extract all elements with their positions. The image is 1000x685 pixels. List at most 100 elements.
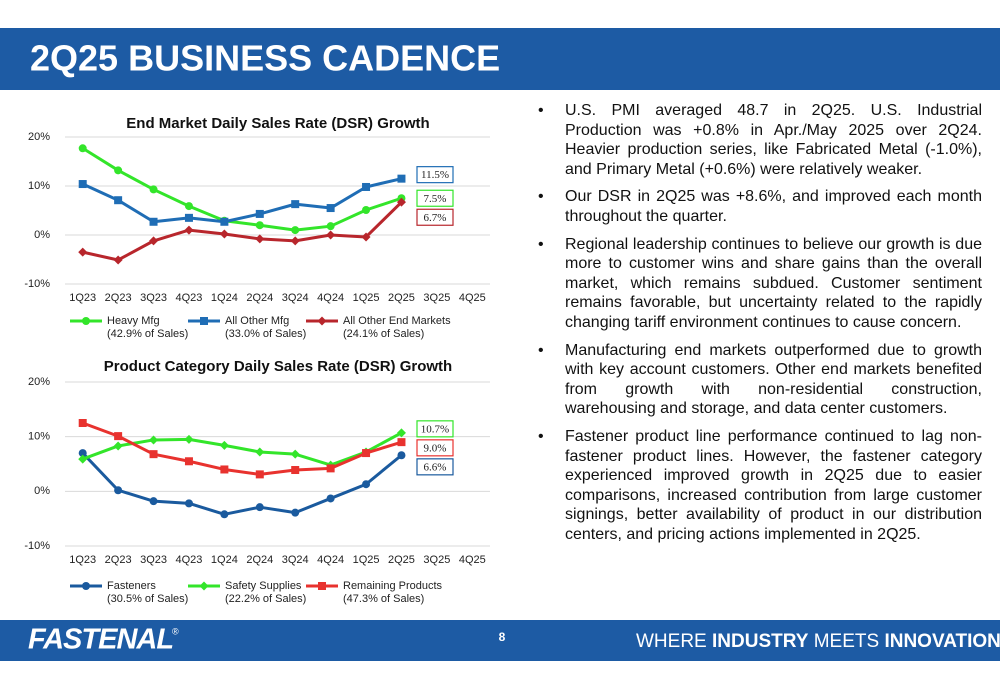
x-tick-label: 2Q24	[246, 292, 273, 304]
y-tick-label: -10%	[24, 278, 50, 290]
marker	[184, 499, 193, 508]
marker	[149, 497, 158, 506]
marker	[396, 197, 406, 207]
logo-mark: ®	[172, 626, 179, 636]
legend-marker	[318, 582, 326, 590]
y-tick-label: 20%	[28, 376, 50, 388]
page-number: 8	[499, 630, 506, 644]
legend-label: Fasteners	[107, 580, 156, 592]
x-tick-label: 3Q23	[140, 554, 167, 566]
bullet-dot: •	[538, 341, 544, 359]
marker	[255, 447, 265, 457]
marker	[396, 428, 406, 438]
tagline-part: INDUSTRY	[712, 631, 809, 652]
bullet: • Fastener product line performance conti…	[538, 427, 982, 545]
marker	[255, 209, 264, 218]
marker	[149, 236, 159, 246]
bullet: • Our DSR in 2Q25 was +8.6%, and improved…	[538, 187, 982, 226]
tagline-part: INNOVATION	[884, 631, 1000, 652]
marker	[113, 441, 123, 451]
marker	[255, 470, 264, 479]
marker	[362, 449, 371, 458]
y-tick-label: 10%	[28, 180, 50, 192]
marker	[362, 182, 371, 191]
legend-marker	[200, 317, 208, 325]
marker	[113, 255, 123, 265]
bullet-text: Our DSR in 2Q25 was +8.6%, and improved …	[565, 188, 982, 225]
bullet-list: • U.S. PMI averaged 48.7 in 2Q25. U.S. In…	[538, 101, 982, 552]
x-tick-label: 1Q25	[353, 292, 380, 304]
bullet-text: U.S. PMI averaged 48.7 in 2Q25. U.S. Ind…	[565, 102, 982, 178]
legend-share: (47.3% of Sales)	[343, 593, 424, 605]
x-tick-label: 4Q25	[459, 554, 486, 566]
value-label: 7.5%	[424, 193, 447, 205]
marker	[290, 236, 300, 246]
x-tick-label: 1Q24	[211, 292, 238, 304]
x-tick-label: 4Q24	[317, 292, 344, 304]
marker	[291, 508, 300, 517]
x-tick-label: 2Q25	[388, 292, 415, 304]
legend-share: (33.0% of Sales)	[225, 328, 306, 340]
legend-label: All Other End Markets	[343, 315, 451, 327]
legend-marker	[82, 317, 90, 325]
value-label-box	[416, 208, 454, 226]
legend-share: (42.9% of Sales)	[107, 328, 188, 340]
marker	[397, 438, 406, 447]
legend-marker	[199, 581, 209, 591]
bullet: • Manufacturing end markets outperformed …	[538, 341, 982, 419]
marker	[184, 457, 193, 466]
legend-marker	[317, 316, 327, 326]
bullet-text: Regional leadership continues to believe…	[565, 235, 982, 331]
marker	[78, 419, 87, 427]
bullet-text: Manufacturing end markets outperformed d…	[565, 341, 982, 418]
value-label-box	[416, 166, 454, 184]
marker	[255, 503, 264, 512]
x-tick-label: 4Q24	[317, 554, 344, 566]
marker	[291, 226, 300, 235]
marker	[220, 217, 229, 226]
y-tick-label: 0%	[34, 485, 50, 497]
legend-share: (22.2% of Sales)	[225, 593, 306, 605]
marker	[361, 232, 371, 242]
marker	[220, 465, 229, 474]
marker	[290, 449, 300, 459]
value-label-box	[416, 439, 454, 457]
tagline: WHERE INDUSTRY MEETS INNOVATIONTM	[636, 631, 1000, 652]
marker	[114, 196, 123, 205]
header-band	[0, 28, 1000, 90]
marker	[78, 144, 87, 153]
x-tick-label: 3Q25	[423, 554, 450, 566]
bullet-dot: •	[538, 235, 544, 253]
x-tick-label: 3Q25	[423, 292, 450, 304]
marker	[149, 185, 158, 194]
value-label: 10.7%	[421, 423, 449, 435]
marker	[149, 435, 159, 445]
legend-label: Heavy Mfg	[107, 315, 160, 327]
marker	[219, 229, 229, 239]
value-label: 6.7%	[424, 212, 447, 224]
series-line	[81, 452, 403, 516]
marker	[184, 213, 193, 222]
marker	[78, 247, 88, 257]
x-tick-label: 1Q23	[69, 554, 96, 566]
logo: FASTENAL	[28, 624, 173, 656]
series-line	[81, 146, 402, 232]
value-label-box	[416, 420, 454, 438]
legend-share: (30.5% of Sales)	[107, 593, 188, 605]
value-label: 11.5%	[421, 169, 449, 181]
bullet: • U.S. PMI averaged 48.7 in 2Q25. U.S. In…	[538, 101, 982, 179]
y-tick-label: 20%	[28, 131, 50, 143]
y-tick-label: -10%	[24, 540, 50, 552]
x-tick-label: 3Q23	[140, 292, 167, 304]
bullet-text: Fastener product line performance contin…	[565, 427, 982, 543]
marker	[255, 221, 264, 230]
marker	[326, 494, 335, 503]
legend-label: Safety Supplies	[225, 580, 302, 592]
tagline-part: WHERE	[636, 631, 712, 652]
marker	[397, 451, 406, 460]
series-line	[82, 177, 402, 224]
marker	[114, 432, 123, 441]
value-label-box	[416, 458, 454, 476]
